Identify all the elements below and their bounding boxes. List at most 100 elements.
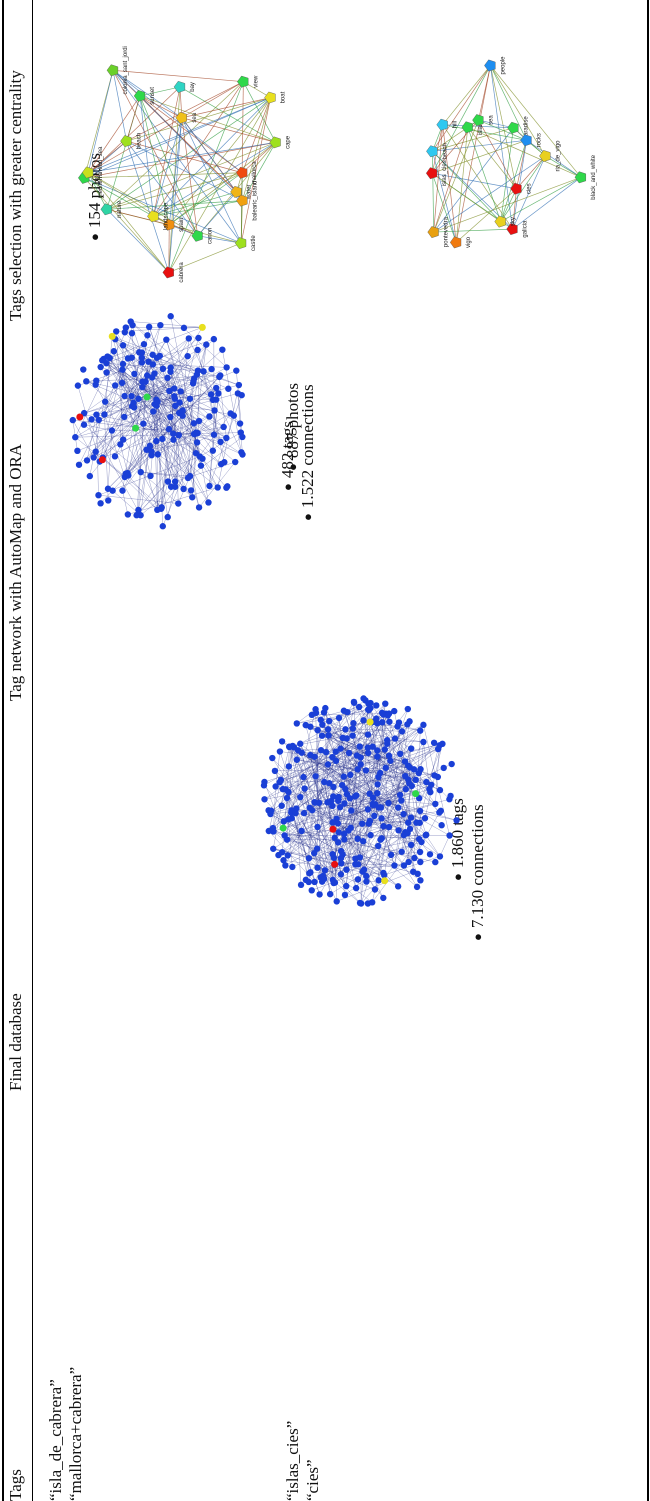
graph-node-castle: castle [234, 235, 257, 251]
network-node [97, 500, 104, 507]
network-node [332, 757, 340, 765]
network-node [135, 395, 142, 402]
graph-node-label: sunset [150, 87, 156, 105]
network-node [140, 420, 147, 427]
header-tags: Tags [6, 1469, 25, 1501]
network-node [110, 348, 118, 355]
network-node [140, 341, 148, 348]
network-node [163, 336, 170, 343]
graph-node-water: water [230, 185, 253, 200]
network-node [111, 453, 119, 460]
network-node [227, 410, 234, 417]
network-node [151, 370, 158, 377]
network-node [341, 891, 349, 899]
network-node [139, 383, 146, 391]
graph-node-label: landscape [163, 202, 169, 230]
network-node [352, 861, 359, 868]
network-node [206, 413, 213, 420]
network-node [280, 818, 287, 825]
graph-node-label: black_and_white [591, 154, 597, 199]
network-node [308, 887, 315, 894]
graph-node-hill: hill [436, 118, 459, 131]
network-node [398, 728, 406, 735]
network-node [205, 499, 212, 506]
network-node [312, 773, 319, 780]
network-node [357, 900, 365, 907]
network-node [413, 883, 421, 891]
network-node [149, 361, 157, 368]
graph-node-sea: sea [175, 111, 198, 124]
network-node [364, 706, 372, 713]
network-node [376, 769, 384, 777]
row2-connections: 7.130 connections [468, 804, 489, 941]
network-node [446, 832, 453, 839]
row1-tags: “isla_de_cabrera” “mallorca+cabrera” [46, 1367, 86, 1501]
graph-node-beach: beach [426, 143, 448, 159]
network-node [362, 767, 370, 774]
network-node [314, 726, 321, 734]
network-node [348, 807, 355, 814]
tag-network-1 [69, 313, 246, 530]
network-node [423, 831, 430, 838]
row2-tag-1: “islas_cies” [283, 1420, 302, 1501]
network-node [121, 473, 128, 481]
network-node [350, 698, 358, 706]
network-node [166, 387, 173, 395]
graph-node-cies: cies [510, 182, 533, 195]
network-node [418, 838, 425, 846]
graph-node-people: people [484, 56, 506, 75]
network-node [138, 349, 146, 356]
network-node [83, 378, 90, 385]
network-node [111, 382, 119, 389]
network-node [453, 817, 460, 824]
network-node [374, 842, 382, 850]
network-node [434, 745, 442, 753]
network-node [119, 436, 127, 443]
network-node [404, 829, 411, 837]
network-node [436, 853, 444, 860]
network-node [103, 360, 110, 367]
network-node [186, 472, 194, 480]
network-node [321, 778, 328, 786]
network-node [369, 743, 376, 750]
network-node [196, 453, 204, 460]
network-node [200, 368, 207, 375]
graph-node-label: sea [192, 112, 198, 122]
graph-node-vigo: vigo [449, 236, 472, 249]
network-node [95, 416, 103, 424]
network-node [167, 313, 174, 320]
network-node [208, 365, 215, 373]
network-node [436, 786, 444, 794]
network-node [297, 881, 305, 889]
network-node [340, 830, 348, 838]
network-node [405, 858, 412, 866]
graph-node-label: ria_de_vigo [555, 140, 561, 172]
network-node [417, 877, 424, 884]
network-node [88, 416, 95, 423]
network-node [378, 815, 385, 822]
graph-node-label: island [478, 119, 484, 135]
network-node [353, 792, 360, 799]
network-node [395, 827, 402, 834]
network-node [167, 413, 174, 421]
network-node [363, 878, 370, 885]
network-node [353, 752, 361, 759]
graph-node-label: cabrera [179, 262, 185, 283]
graph-node-mediterranean-sea: mediterranean_sea [81, 146, 104, 198]
network-node [113, 328, 120, 335]
network-node [164, 374, 171, 382]
network-node [133, 512, 140, 519]
network-node [75, 461, 83, 468]
graph-node-label: rocks [537, 133, 543, 147]
network-node [319, 721, 326, 728]
network-node [420, 721, 427, 729]
network-node [439, 740, 446, 748]
network-node [305, 878, 312, 886]
network-node [154, 398, 161, 405]
network-node [336, 804, 344, 811]
network-node [170, 436, 177, 443]
network-node [325, 732, 332, 739]
network-node [108, 427, 116, 434]
network-node [394, 883, 402, 890]
graph-node-landscape: landscape [147, 202, 169, 230]
